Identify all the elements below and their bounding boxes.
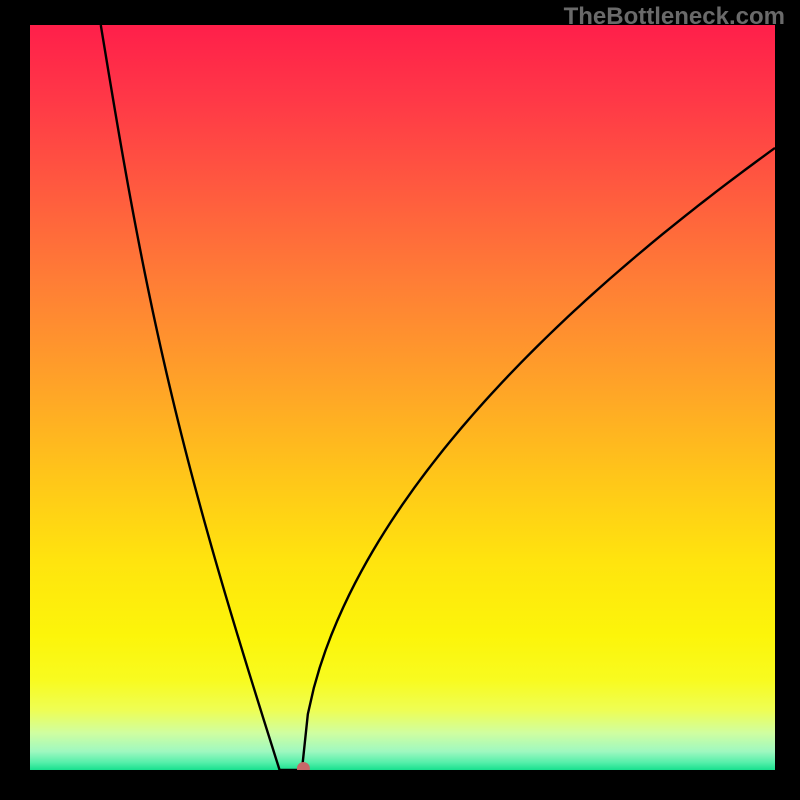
chart-container: TheBottleneck.com: [0, 0, 800, 800]
watermark-text: TheBottleneck.com: [564, 3, 785, 31]
plot-svg: [30, 25, 775, 770]
gradient-background: [30, 25, 775, 770]
plot-area: [30, 25, 775, 770]
